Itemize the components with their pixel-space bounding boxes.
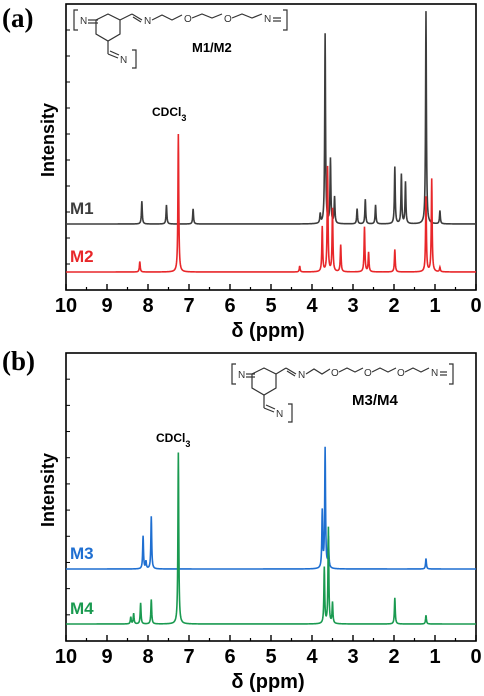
series-label-m1: M1 xyxy=(70,199,94,218)
x-tick-label-a-4: 4 xyxy=(306,295,318,317)
x-tick-label-a-1: 1 xyxy=(429,295,440,317)
x-axis-title-a: δ (ppm) xyxy=(231,320,304,342)
atom-n1-a: N xyxy=(80,16,87,27)
x-tick-label-a-5: 5 xyxy=(265,295,276,317)
atom-n1-b: N xyxy=(238,370,245,381)
atom-n3-a: N xyxy=(264,14,271,25)
y-axis-title-b: Intensity xyxy=(38,453,58,527)
x-tick-label-b-5: 5 xyxy=(265,646,276,668)
x-tick-label-b-9: 9 xyxy=(101,646,112,668)
atom-n2-b: N xyxy=(298,370,305,381)
series-line-m3 xyxy=(66,446,476,570)
x-tick-label-a-10: 10 xyxy=(55,295,77,317)
x-tick-label-b-4: 4 xyxy=(306,646,318,668)
atom-o2-a: O xyxy=(224,14,232,25)
panel-letter-a: (a) xyxy=(2,3,33,33)
chemical-structure-m1-m2: N N O O N N xyxy=(73,9,288,69)
atom-o2-b: O xyxy=(364,368,372,379)
series-line-m1 xyxy=(66,11,476,225)
x-tick-label-a-6: 6 xyxy=(224,295,235,317)
x-tick-label-a-0: 0 xyxy=(470,295,481,317)
x-tick-label-a-9: 9 xyxy=(101,295,112,317)
x-tick-label-b-10: 10 xyxy=(55,646,77,668)
y-axis-title-a: Intensity xyxy=(38,103,58,177)
series-line-m2 xyxy=(66,133,477,273)
series-label-m3: M3 xyxy=(70,544,94,563)
x-tick-label-b-6: 6 xyxy=(224,646,235,668)
x-tick-label-a-2: 2 xyxy=(388,295,399,317)
x-tick-label-b-3: 3 xyxy=(347,646,358,668)
x-tick-label-b-8: 8 xyxy=(142,646,153,668)
structure-label-a: M1/M2 xyxy=(192,40,232,55)
atom-o1-a: O xyxy=(184,14,192,25)
series-label-m2: M2 xyxy=(70,247,94,266)
structure-label-b: M3/M4 xyxy=(352,392,399,409)
x-tick-label-b-2: 2 xyxy=(388,646,399,668)
annotation-cdcl3-a: CDCl3 xyxy=(152,105,186,123)
series-label-m4: M4 xyxy=(70,599,94,618)
x-axis-title-b: δ (ppm) xyxy=(231,671,304,693)
atom-o3-b: O xyxy=(397,368,405,379)
atom-n3-b: N xyxy=(431,368,438,379)
x-tick-label-b-7: 7 xyxy=(183,646,194,668)
x-tick-label-b-0: 0 xyxy=(470,646,481,668)
chemical-structure-m3-m4: N N O O O N N xyxy=(231,363,454,423)
atom-n2-a: N xyxy=(144,16,151,27)
x-tick-label-a-3: 3 xyxy=(347,295,358,317)
plot-frame-a xyxy=(65,3,477,291)
series-line-m4 xyxy=(66,452,476,625)
annotation-cdcl3-b: CDCl3 xyxy=(156,431,190,449)
atom-n4-a: N xyxy=(120,55,127,66)
panel-letter-b: (b) xyxy=(2,346,35,376)
atom-o1-b: O xyxy=(331,368,339,379)
x-tick-label-b-1: 1 xyxy=(429,646,440,668)
plot-frame-b xyxy=(65,352,477,642)
x-tick-label-a-7: 7 xyxy=(183,295,194,317)
atom-n4-b: N xyxy=(276,409,283,420)
x-tick-label-a-8: 8 xyxy=(142,295,153,317)
